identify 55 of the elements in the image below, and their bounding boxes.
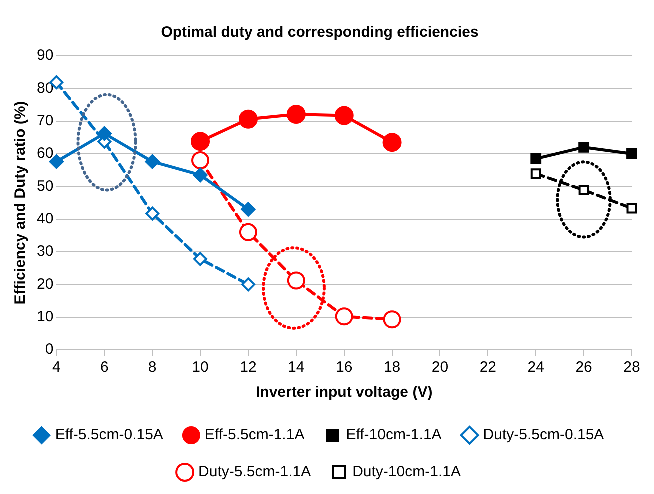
y-tick-label: 60 [36, 145, 54, 162]
x-tick-label: 6 [100, 359, 109, 376]
point [382, 133, 402, 152]
point [192, 152, 210, 170]
legend-label: Eff-5.5cm-1.1A [204, 426, 305, 444]
point [626, 148, 638, 160]
x-tick-label: 24 [528, 359, 544, 376]
x-tick-label: 10 [192, 359, 209, 376]
y-tick-label: 80 [36, 80, 54, 97]
y-tick-label: 90 [36, 47, 54, 64]
y-tick-label: 50 [36, 178, 54, 195]
point [530, 168, 542, 180]
x-tick-label: 8 [148, 359, 157, 376]
y-tick-label: 10 [36, 308, 54, 326]
point [238, 110, 258, 129]
legend-label: Duty-5.5cm-0.15A [483, 426, 604, 444]
x-axis-title: Inverter input voltage (V) [256, 384, 433, 402]
point [383, 310, 402, 329]
x-tick-label: 26 [576, 359, 592, 376]
point [286, 104, 306, 124]
x-tick-label: 28 [624, 359, 640, 376]
point [145, 154, 160, 170]
x-tick-label: 12 [240, 359, 257, 376]
x-tick-label: 4 [52, 359, 61, 376]
legend-label: Eff-5.5cm-0.15A [55, 426, 164, 444]
point [578, 142, 590, 153]
point [334, 106, 354, 126]
legend-label: Eff-10cm-1.1A [346, 426, 442, 444]
point [335, 308, 354, 326]
point [578, 185, 590, 196]
y-tick-label: 70 [36, 112, 54, 130]
point [146, 206, 160, 221]
y-tick-label: 0 [45, 341, 54, 358]
point [626, 203, 638, 214]
point [193, 168, 208, 183]
y-tick-label: 30 [36, 243, 54, 260]
x-tick-label: 20 [432, 359, 449, 376]
point [97, 126, 112, 142]
legend-label: Duty-5.5cm-1.1A [198, 464, 312, 481]
point [240, 202, 256, 218]
y-tick-label: 20 [36, 276, 54, 293]
point [241, 278, 256, 292]
y-axis-title: Efficiency and Duty ratio (%) [12, 101, 30, 305]
point [239, 223, 258, 242]
point [191, 132, 210, 152]
chart-title: Optimal duty and corresponding efficiencies [161, 24, 479, 42]
x-tick-label: 22 [480, 359, 497, 376]
x-tick-label: 14 [288, 359, 305, 376]
y-tick-label: 40 [36, 210, 54, 228]
x-tick-label: 18 [384, 359, 401, 376]
legend-label: Duty-10cm-1.1A [352, 464, 461, 481]
x-tick-label: 16 [336, 359, 353, 376]
point [194, 252, 208, 266]
point [287, 272, 306, 290]
point [530, 153, 542, 164]
